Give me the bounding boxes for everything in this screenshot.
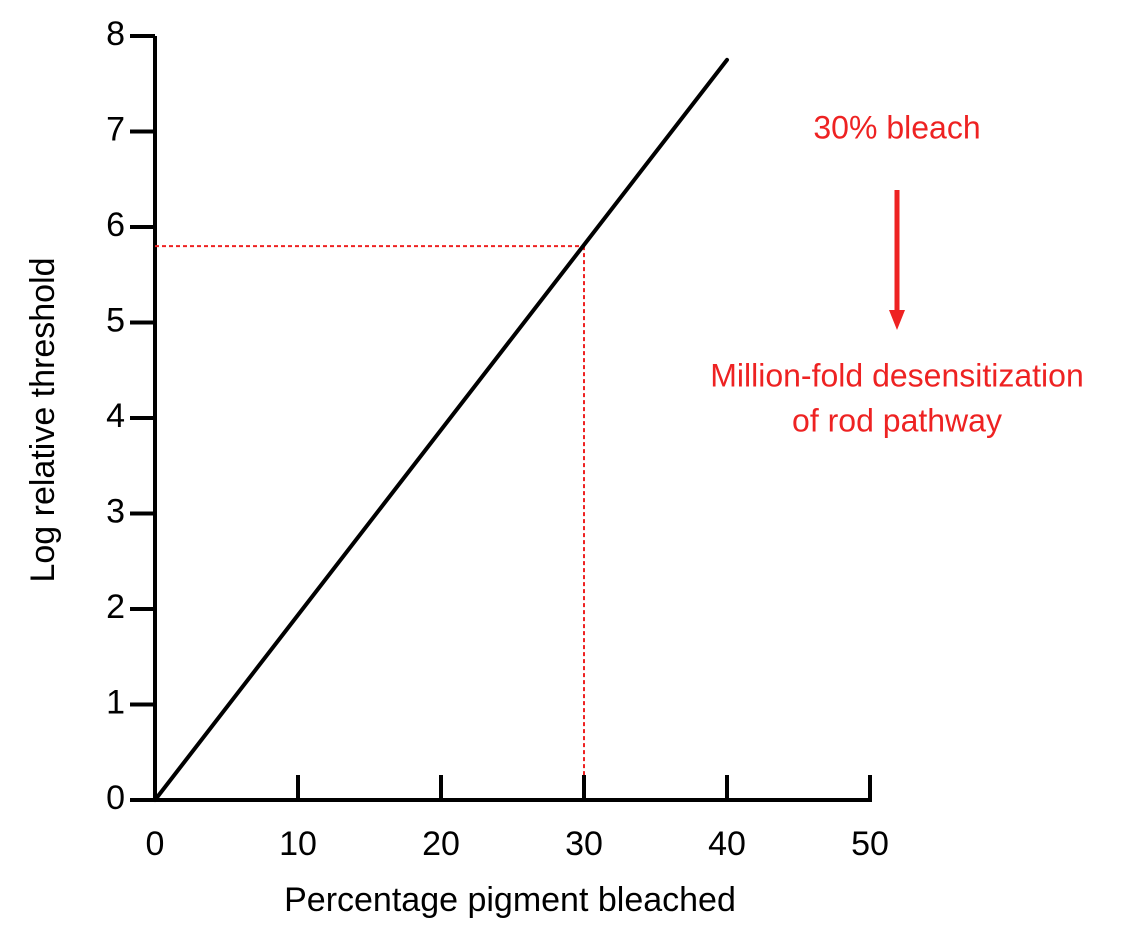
y-tick-label: 0 [106,779,125,817]
x-tick-label: 20 [422,825,460,863]
annotation: of rod pathway [792,402,1002,438]
arrow-head [889,310,905,330]
y-axis-label: Log relative threshold [24,257,62,582]
annotation: Million-fold desensitization [710,357,1084,393]
annotation: 30% bleach [813,109,980,145]
y-tick-label: 6 [106,206,125,244]
y-tick-label: 7 [106,110,125,148]
x-tick-label: 50 [851,825,889,863]
x-axis-label: Percentage pigment bleached [284,881,736,919]
y-tick-label: 1 [106,683,125,721]
y-tick-label: 2 [106,588,125,626]
y-tick-label: 8 [106,15,125,53]
x-tick-label: 30 [565,825,603,863]
data-line [153,57,729,802]
y-tick-label: 3 [106,492,125,530]
x-tick-label: 0 [146,825,165,863]
y-tick-label: 4 [106,397,125,435]
y-tick-label: 5 [106,301,125,339]
x-tick-label: 40 [708,825,746,863]
x-tick-label: 10 [279,825,317,863]
